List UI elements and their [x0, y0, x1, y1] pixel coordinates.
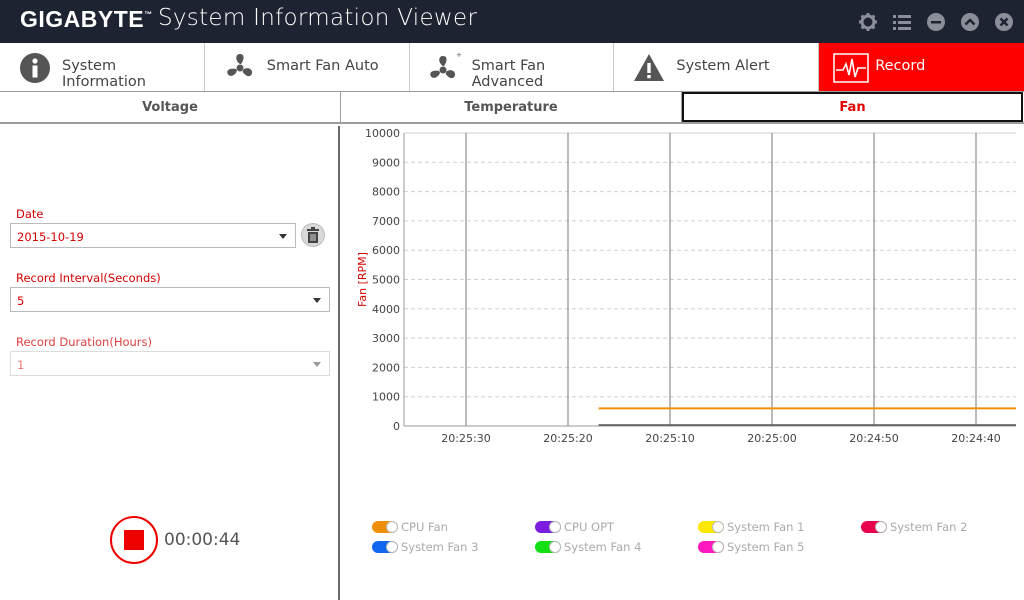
list-icon[interactable]: [890, 10, 914, 34]
subtab-fan[interactable]: Fan: [682, 92, 1023, 122]
subtab-temperature[interactable]: Temperature: [341, 92, 682, 122]
legend-label: CPU OPT: [564, 520, 615, 534]
date-value: 2015-10-19: [17, 230, 84, 244]
record-subtabs: Voltage Temperature Fan: [0, 92, 1024, 124]
legend-label: System Fan 4: [564, 540, 642, 554]
interval-value: 5: [17, 294, 25, 308]
subtab-voltage[interactable]: Voltage: [0, 92, 341, 122]
y-tick-label: 6000: [372, 244, 400, 257]
x-tick-label: 20:25:20: [543, 432, 592, 445]
fan-chart-svg: 0 1000 2000 3000 4000 5000 6000 7000 8000 9000 100…: [356, 127, 1016, 445]
x-tick-label: 20:25:30: [441, 432, 490, 445]
toggle-knob: [386, 541, 398, 553]
legend-toggle-system-fan-1[interactable]: System Fan 1: [698, 520, 804, 534]
interval-label: Record Interval(Seconds): [16, 271, 161, 285]
tab-label: System Information: [62, 58, 146, 90]
toggle-knob: [875, 521, 887, 533]
brand-trademark: ™: [144, 10, 153, 19]
chevron-down-icon: [313, 362, 321, 367]
toggle-switch-icon: [861, 521, 887, 533]
record-settings-panel: Date 2015-10-19 Record Interval(Seconds)…: [0, 126, 340, 600]
x-tick-label: 20:24:40: [951, 432, 1000, 445]
y-tick-label: 2000: [372, 361, 400, 374]
toggle-switch-icon: [698, 521, 724, 533]
fan-plus-icon: +: [428, 51, 462, 85]
y-tick-label: 1000: [372, 391, 400, 404]
legend-toggle-system-fan-5[interactable]: System Fan 5: [698, 540, 804, 554]
tab-record[interactable]: Record: [819, 43, 1024, 91]
date-select[interactable]: 2015-10-19: [10, 223, 296, 248]
chevron-down-icon: [313, 298, 321, 303]
legend-toggle-cpu-fan[interactable]: CPU Fan: [372, 520, 448, 534]
duration-select: 1: [10, 351, 330, 376]
y-tick-label: 10000: [365, 127, 400, 140]
svg-text:+: +: [456, 51, 462, 59]
y-axis-label: Fan [RPM]: [356, 252, 369, 307]
y-tick-label: 9000: [372, 156, 400, 169]
tab-label: Smart Fan Advanced: [471, 58, 546, 90]
interval-select[interactable]: 5: [10, 287, 330, 312]
brand-name: GIGABYTE: [20, 6, 145, 32]
close-icon[interactable]: [992, 10, 1016, 34]
warning-icon: [632, 51, 666, 85]
title-bar: GIGABYTE™ System Information Viewer: [0, 0, 1024, 43]
minimize-icon[interactable]: [924, 10, 948, 34]
y-tick-label: 4000: [372, 303, 400, 316]
legend-label: System Fan 3: [401, 540, 479, 554]
x-tick-label: 20:24:50: [849, 432, 898, 445]
info-icon: [18, 51, 52, 85]
delete-record-button[interactable]: [301, 223, 325, 247]
duration-value: 1: [17, 358, 25, 372]
y-tick-label: 3000: [372, 332, 400, 345]
stop-icon: [124, 530, 144, 550]
tab-system-information[interactable]: System Information: [0, 43, 205, 91]
tab-label: Record: [875, 58, 926, 74]
legend-label: System Fan 5: [727, 540, 805, 554]
gear-icon[interactable]: [856, 10, 880, 34]
toggle-knob: [386, 521, 398, 533]
toggle-switch-icon: [372, 541, 398, 553]
date-label: Date: [16, 207, 44, 221]
toggle-knob: [712, 541, 724, 553]
y-tick-label: 0: [393, 420, 400, 433]
tab-system-alert[interactable]: System Alert: [614, 43, 820, 91]
legend-label: System Fan 2: [890, 520, 968, 534]
toggle-switch-icon: [698, 541, 724, 553]
x-tick-label: 20:25:10: [645, 432, 694, 445]
tab-smart-fan-advanced[interactable]: + Smart Fan Advanced: [410, 43, 615, 91]
legend-label: CPU Fan: [401, 520, 448, 534]
heartbeat-icon: [833, 53, 869, 83]
tab-label: Smart Fan Auto: [266, 58, 379, 74]
trash-icon: [307, 227, 319, 243]
fan-icon: [223, 51, 257, 85]
chevron-down-icon: [279, 234, 287, 239]
app-title: System Information Viewer: [158, 5, 478, 31]
toggle-knob: [712, 521, 724, 533]
brand-logo: GIGABYTE™: [20, 6, 153, 33]
y-tick-label: 5000: [372, 274, 400, 287]
legend-toggle-system-fan-4[interactable]: System Fan 4: [535, 540, 641, 554]
stop-record-button[interactable]: [110, 516, 158, 564]
tab-smart-fan-auto[interactable]: Smart Fan Auto: [205, 43, 410, 91]
legend-toggle-cpu-opt[interactable]: CPU OPT: [535, 520, 614, 534]
y-tick-label: 8000: [372, 186, 400, 199]
x-tick-label: 20:25:00: [747, 432, 796, 445]
elapsed-timer: 00:00:44: [164, 530, 241, 550]
toggle-switch-icon: [535, 541, 561, 553]
collapse-icon[interactable]: [958, 10, 982, 34]
legend-label: System Fan 1: [727, 520, 805, 534]
toggle-knob: [549, 541, 561, 553]
y-tick-label: 7000: [372, 215, 400, 228]
legend-toggle-system-fan-3[interactable]: System Fan 3: [372, 540, 478, 554]
tab-label: System Alert: [676, 58, 770, 74]
duration-label: Record Duration(Hours): [16, 335, 153, 349]
main-tabs: System Information Smart Fan Auto + Smar…: [0, 43, 1024, 92]
toggle-knob: [549, 521, 561, 533]
legend-toggle-system-fan-2[interactable]: System Fan 2: [861, 520, 967, 534]
toggle-switch-icon: [535, 521, 561, 533]
toggle-switch-icon: [372, 521, 398, 533]
fan-chart: 0 1000 2000 3000 4000 5000 6000 7000 8000 9000 100…: [342, 126, 1024, 600]
